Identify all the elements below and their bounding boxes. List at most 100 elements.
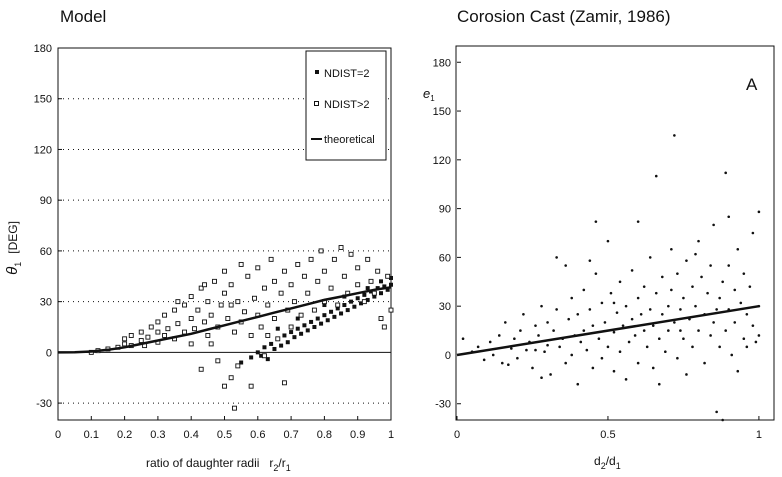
point-ndist-gt2	[315, 278, 321, 284]
point-ndist-gt2	[272, 278, 277, 284]
point-ndist2	[279, 343, 284, 348]
legend-marker-ndist-gt2	[314, 101, 319, 106]
point-ndist2	[385, 287, 390, 292]
corrosion-xlabel-b-sub: 1	[616, 461, 621, 471]
point-ndist-gt2	[278, 290, 284, 296]
point-ndist-gt2	[355, 265, 361, 271]
y-tick-label: 120	[34, 144, 52, 156]
point-ndist-gt2	[138, 338, 144, 343]
x-tick-label: 0.4	[184, 429, 199, 441]
data-point	[724, 329, 727, 332]
y-tick-label: 60	[439, 252, 451, 264]
point-ndist-gt2	[258, 324, 264, 330]
data-point	[730, 353, 734, 357]
data-point	[597, 337, 601, 340]
point-ndist2	[352, 304, 357, 309]
data-point	[715, 308, 718, 311]
point-ndist-gt2	[348, 251, 354, 257]
corrosion-marks	[456, 134, 761, 422]
point-ndist-gt2	[305, 290, 311, 296]
point-ndist2	[265, 357, 270, 362]
point-ndist-gt2	[155, 319, 161, 325]
point-ndist2	[362, 292, 367, 297]
data-point	[558, 345, 561, 349]
data-point	[676, 356, 679, 360]
data-point	[552, 329, 555, 332]
data-point	[624, 378, 628, 381]
data-point	[754, 340, 758, 344]
data-point	[739, 301, 743, 305]
data-point	[570, 353, 574, 357]
corrosion-xlabel-b: d	[609, 454, 616, 468]
data-point	[664, 350, 667, 354]
data-point	[612, 369, 616, 373]
point-ndist-gt2	[208, 341, 214, 347]
point-ndist-gt2	[195, 307, 201, 313]
data-point	[727, 264, 731, 267]
point-ndist2	[269, 341, 274, 346]
data-point	[543, 350, 546, 354]
data-point	[757, 334, 761, 337]
y-tick-label: 30	[439, 301, 451, 313]
point-ndist2	[299, 331, 304, 336]
point-ndist-gt2	[175, 321, 181, 327]
data-point	[709, 334, 712, 337]
theoretical-curve	[57, 286, 392, 354]
data-point	[685, 373, 688, 376]
point-ndist2	[372, 294, 377, 299]
data-point	[660, 275, 664, 279]
x-tick-label: 0	[55, 429, 61, 441]
y-tick-label: 30	[40, 297, 52, 309]
point-ndist-gt2	[281, 268, 287, 274]
data-point	[700, 275, 703, 279]
svg-text:θ1[DEG]: θ1 [DEG]	[4, 221, 23, 275]
data-point	[697, 329, 700, 332]
corrosion-ylabel-sub: 1	[430, 94, 435, 103]
y-tick-label: 150	[34, 94, 52, 106]
data-point	[673, 321, 676, 324]
point-ndist-gt2	[205, 333, 211, 338]
data-point	[721, 280, 724, 284]
data-point	[588, 308, 592, 311]
data-point	[582, 329, 586, 332]
data-point	[648, 256, 652, 259]
data-point	[606, 345, 610, 349]
model-ylabel-unit: [DEG]	[6, 221, 20, 254]
y-tick-label: 0	[46, 347, 52, 359]
data-point	[534, 348, 537, 352]
point-ndist2	[345, 308, 350, 313]
point-ndist2	[382, 284, 387, 289]
y-tick-label: 60	[40, 246, 52, 258]
point-ndist2	[365, 297, 370, 302]
data-point	[624, 304, 628, 308]
legend-marker-ndist2	[315, 70, 319, 74]
model-xlabel-b: r	[282, 456, 286, 470]
data-point	[718, 345, 721, 349]
data-point	[667, 329, 670, 332]
point-ndist2	[255, 350, 260, 355]
data-point	[709, 264, 712, 267]
point-ndist-gt2	[378, 316, 384, 321]
x-tick-label: 1	[756, 429, 762, 441]
data-point	[497, 334, 501, 337]
model-x-ticks: 0 0.1 0.2 0.3 0.4 0.5 0.6 0.7 0.8 0.9 1	[55, 416, 394, 441]
data-point	[549, 373, 552, 376]
point-ndist-gt2	[215, 358, 221, 364]
point-ndist-gt2	[368, 278, 374, 284]
y-tick-label: 180	[433, 57, 451, 69]
data-point	[670, 247, 673, 251]
model-xlabel-slash: /	[278, 456, 282, 470]
point-ndist-gt2	[192, 326, 197, 332]
data-point	[724, 171, 727, 175]
data-point	[682, 296, 685, 300]
point-ndist-gt2	[202, 319, 207, 325]
point-ndist-gt2	[222, 383, 227, 389]
data-point	[718, 296, 721, 300]
corrosion-xlabel-a: d	[594, 454, 601, 468]
data-point	[633, 334, 637, 337]
point-ndist-gt2	[365, 256, 371, 262]
data-point	[703, 361, 706, 365]
data-point	[609, 291, 613, 295]
point-ndist-gt2	[202, 282, 207, 288]
